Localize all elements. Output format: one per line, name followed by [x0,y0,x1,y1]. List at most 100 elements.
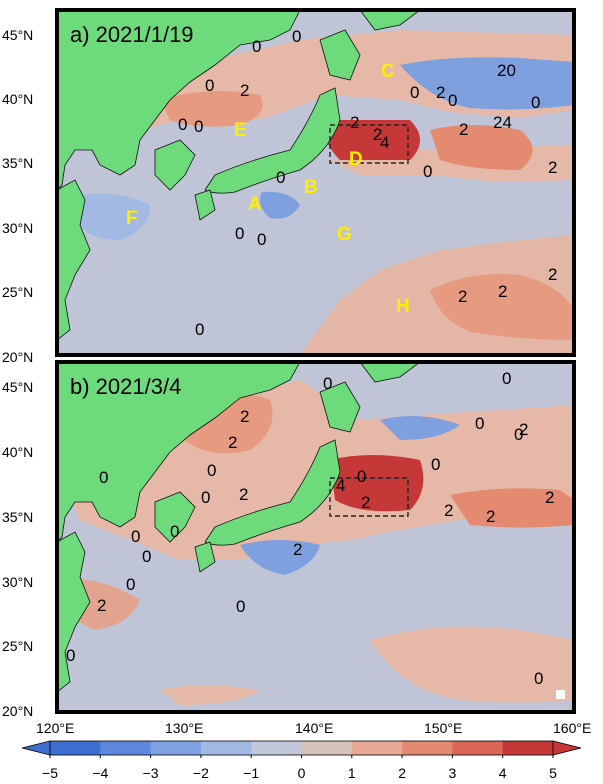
contour-label: 0 [201,488,210,507]
region-label-b: B [304,177,318,198]
colorbar: −5 −4 −3 −2 −1 0 1 2 3 4 5 [21,740,582,781]
anomaly-hot-d [324,120,420,160]
y-tick-label: 25°N [2,638,33,654]
land-korea [154,491,196,543]
contour-label: 2 [486,507,495,526]
colorbar-cells [50,741,554,755]
contour-label: 2 [548,265,557,284]
contour-label: 0 [170,522,179,541]
contour-label: 0 [142,547,151,566]
panel-b-title: b) 2021/3/4 [70,374,181,399]
land-china-coast [57,179,91,341]
y-tick-label: 35°N [2,155,33,171]
colorbar-max-extend [552,740,582,756]
contour-label: 0 [236,597,245,616]
x-tick-label: 120°E [36,720,74,736]
contour-label: 0 [235,224,244,243]
colorbar-cell [251,741,302,755]
land-china-coast [57,531,91,693]
contour-label: 2 [361,493,370,512]
contour-label: 20 [497,61,516,80]
anomaly-negative-a [259,191,300,219]
colorbar-cell [50,741,101,755]
colorbar-tick-label: −2 [193,765,209,781]
x-tick-label: 130°E [165,720,203,736]
region-label-h: H [396,296,410,317]
contour-label: 4 [336,476,345,495]
anomaly-negative-east [400,57,574,110]
colorbar-cell [502,741,554,755]
panel-a-map [57,10,574,355]
colorbar-cell [200,741,252,755]
region-label-e: E [234,120,247,141]
region-label-c: C [381,61,395,82]
contour-label: 2 [498,282,507,301]
y-tick-label: 30°N [2,220,33,236]
y-tick-label: 40°N [2,91,33,107]
contour-label: 0 [475,414,484,433]
region-label-d: D [349,149,363,170]
contour-label: 0 [126,575,135,594]
contour-label: 2 [373,125,382,144]
contour-label: 2 [436,83,445,102]
x-tick-label: 160°E [553,720,591,736]
land-sakhalin [359,10,421,31]
contour-label: 0 [178,115,187,134]
contour-label: 0 [276,168,285,187]
colorbar-tick-label: 2 [398,765,406,781]
contour-label: 0 [410,83,419,102]
colorbar-ticks: −5 −4 −3 −2 −1 0 1 2 3 4 5 [42,755,557,781]
contour-label: 0 [502,369,511,388]
contour-label: 2 [97,596,106,615]
land-asia-north [57,10,301,191]
contour-label: 0 [448,91,457,110]
land-kyushu [194,189,216,221]
colorbar-tick-label: −1 [243,765,259,781]
colorbar-tick-label: −4 [92,765,108,781]
contour-label: 2 [548,158,557,177]
y-tick-label: 45°N [2,27,33,43]
colorbar-cell [452,741,504,755]
contour-label: 2 [240,81,249,100]
colorbar-tick-label: 1 [348,765,356,781]
region-label-f: F [126,208,138,229]
anomaly-positive-southwest [160,685,260,705]
anomaly-negative-south-japan [240,540,320,575]
x-tick-label: 150°E [424,720,462,736]
colorbar-cell [351,741,403,755]
contour-label: 2 [293,540,302,559]
y-axis-panel-a: 45°N 40°N 35°N 30°N 25°N 20°N [2,27,33,365]
anomaly-warm-sea-of-japan [160,91,263,127]
contour-label: 0 [531,93,540,112]
anomaly-warm-kuroshio-ext [430,125,533,170]
contour-label: 0 [194,117,203,136]
x-axis: 120°E 130°E 140°E 150°E 160°E [36,720,591,736]
colorbar-cell [100,741,152,755]
colorbar-cell [150,741,202,755]
contour-label: 0 [205,76,214,95]
contour-label: 0 [423,162,432,181]
contour-label: 0 [99,468,108,487]
contour-label: 2 [458,287,467,306]
y-tick-label: 20°N [2,349,33,365]
land-asia-north [57,362,301,543]
panel-a-title: a) 2021/1/19 [70,22,194,47]
anomaly-negative-north [380,416,460,440]
contour-label: 0 [357,467,366,486]
panel-b-frame [55,360,576,714]
contour-label: 2 [545,488,554,507]
land-kyushu [194,541,216,573]
colorbar-tick-label: −5 [42,765,58,781]
dashed-box-b [329,477,409,517]
panel-a-frame [55,8,576,357]
colorbar-tick-label: 0 [298,765,306,781]
panel-b-map [57,362,574,712]
contour-label: 0 [257,230,266,249]
y-tick-label: 35°N [2,509,33,525]
land-hokkaido [319,29,361,81]
contour-label: 4 [380,133,389,152]
colorbar-cell [402,741,453,755]
contour-label: 24 [493,113,512,132]
y-tick-label: 30°N [2,574,33,590]
